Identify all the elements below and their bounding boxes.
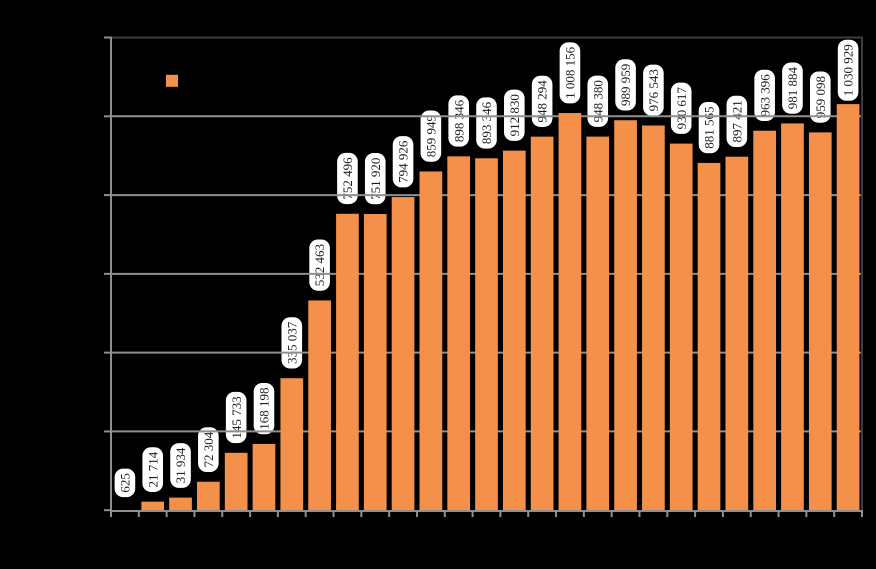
svg-text:898 346: 898 346: [451, 99, 466, 142]
svg-text:948 380: 948 380: [590, 80, 605, 122]
svg-text:21 714: 21 714: [145, 451, 160, 487]
svg-text:31 934: 31 934: [173, 447, 188, 483]
svg-text:963 396: 963 396: [757, 74, 772, 117]
svg-text:948 294: 948 294: [535, 80, 550, 123]
svg-text:859 949: 859 949: [423, 115, 438, 157]
svg-text:897 421: 897 421: [729, 100, 744, 142]
svg-text:794 926: 794 926: [396, 140, 411, 183]
svg-text:335 037: 335 037: [284, 321, 299, 364]
svg-text:625: 625: [118, 473, 133, 493]
svg-text:893 346: 893 346: [479, 101, 494, 144]
svg-text:752 496: 752 496: [340, 157, 355, 200]
svg-text:751 920: 751 920: [368, 158, 383, 200]
svg-text:976 543: 976 543: [646, 69, 661, 111]
svg-text:1 008 156: 1 008 156: [563, 46, 578, 99]
svg-text:1 030 929: 1 030 929: [841, 44, 856, 96]
svg-text:532 463: 532 463: [312, 244, 327, 286]
svg-text:72 304: 72 304: [201, 431, 216, 467]
svg-text:930 617: 930 617: [674, 87, 689, 130]
svg-text:881 565: 881 565: [702, 106, 717, 148]
svg-text:989 959: 989 959: [618, 64, 633, 106]
svg-text:145 733: 145 733: [229, 396, 244, 438]
svg-text:168 198: 168 198: [257, 387, 272, 429]
svg-text:981 884: 981 884: [785, 66, 800, 109]
svg-text:959 098: 959 098: [813, 76, 828, 118]
